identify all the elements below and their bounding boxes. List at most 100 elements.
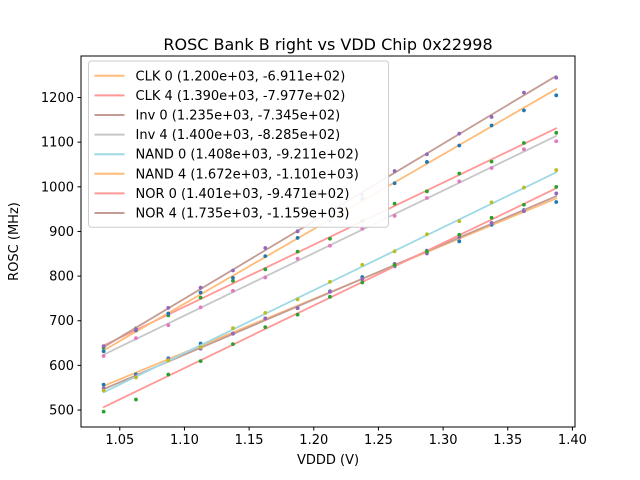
data-point-inv-4 bbox=[231, 288, 235, 293]
data-point-nor-0 bbox=[134, 397, 138, 402]
legend-text: CLK 4 (1.390e+03, -7.977e+02) bbox=[136, 89, 346, 104]
legend-item: CLK 0 (1.200e+03, -6.911e+02) bbox=[94, 69, 346, 84]
legend-item: NOR 4 (1.735e+03, -1.159e+03) bbox=[94, 207, 350, 222]
x-tick-label: 1.05 bbox=[105, 433, 134, 448]
data-point-inv-0 bbox=[263, 316, 268, 321]
data-point-inv-4 bbox=[134, 336, 138, 341]
y-tick-label: 900 bbox=[49, 225, 74, 240]
data-point-inv-4 bbox=[392, 213, 397, 218]
data-point-nor-4 bbox=[231, 268, 235, 273]
data-point-clk-4 bbox=[425, 189, 429, 194]
data-point-nand-0 bbox=[263, 310, 268, 315]
data-point-inv-0 bbox=[522, 209, 526, 214]
data-point-nor-0 bbox=[392, 263, 397, 267]
data-point-inv-0 bbox=[231, 331, 235, 336]
legend-item: NAND 0 (1.408e+03, -9.211e+02) bbox=[94, 148, 359, 163]
data-point-nor-4 bbox=[101, 344, 106, 349]
data-point-inv-4 bbox=[554, 139, 559, 144]
data-point-nor-4 bbox=[522, 90, 526, 95]
data-point-clk-4 bbox=[522, 141, 526, 145]
legend-item: CLK 4 (1.390e+03, -7.977e+02) bbox=[94, 89, 346, 104]
x-tick-label: 1.40 bbox=[558, 433, 587, 448]
legend: CLK 0 (1.200e+03, -6.911e+02) CLK 4 (1.39… bbox=[88, 60, 389, 228]
legend-text: NOR 4 (1.735e+03, -1.159e+03) bbox=[136, 207, 350, 222]
legend-item: NAND 4 (1.672e+03, -1.101e+03) bbox=[94, 167, 359, 182]
data-point-nand-0 bbox=[360, 262, 365, 267]
x-tick-label: 1.20 bbox=[299, 433, 328, 448]
x-tick-label: 1.30 bbox=[429, 433, 458, 448]
legend-item: Inv 4 (1.400e+03, -8.285e+02) bbox=[94, 128, 341, 143]
data-point-clk-4 bbox=[295, 249, 300, 254]
data-point-nand-4 bbox=[489, 123, 494, 128]
data-point-nor-4 bbox=[198, 285, 203, 290]
data-point-clk-4 bbox=[231, 278, 235, 283]
chart-title: ROSC Bank B right vs VDD Chip 0x22998 bbox=[163, 35, 492, 54]
data-point-nor-0 bbox=[522, 202, 526, 207]
data-point-nand-4 bbox=[392, 181, 397, 186]
legend-text: CLK 0 (1.200e+03, -6.911e+02) bbox=[136, 69, 346, 84]
data-point-nor-4 bbox=[263, 246, 268, 250]
data-point-clk-4 bbox=[457, 171, 462, 176]
data-point-clk-4 bbox=[489, 159, 494, 164]
x-tick-label: 1.10 bbox=[170, 433, 199, 448]
legend-text: Inv 0 (1.235e+03, -7.345e+02) bbox=[136, 109, 341, 124]
data-point-nand-4 bbox=[263, 254, 268, 259]
x-tick-label: 1.25 bbox=[364, 433, 393, 448]
data-point-nor-0 bbox=[554, 184, 559, 189]
x-tick-label: 1.35 bbox=[493, 433, 522, 448]
data-point-nor-4 bbox=[166, 305, 171, 310]
y-tick-label: 500 bbox=[49, 404, 74, 419]
data-point-nand-0 bbox=[554, 168, 559, 172]
data-point-clk-4 bbox=[198, 295, 203, 300]
data-point-inv-0 bbox=[295, 306, 300, 311]
data-point-nor-0 bbox=[295, 312, 300, 317]
data-point-nand-4 bbox=[522, 108, 526, 113]
legend-item: Inv 0 (1.235e+03, -7.345e+02) bbox=[94, 109, 341, 124]
data-point-nor-0 bbox=[198, 359, 203, 364]
data-point-nand-0 bbox=[101, 388, 106, 393]
data-point-clk-0 bbox=[457, 239, 462, 244]
data-point-clk-4 bbox=[554, 130, 559, 135]
y-tick-label: 1000 bbox=[41, 180, 74, 195]
data-point-inv-4 bbox=[425, 196, 429, 200]
data-point-nand-4 bbox=[231, 276, 235, 280]
data-point-inv-0 bbox=[554, 191, 559, 196]
data-point-clk-4 bbox=[328, 236, 332, 241]
data-point-inv-0 bbox=[328, 289, 332, 294]
data-point-nand-4 bbox=[554, 93, 559, 98]
y-tick-label: 1200 bbox=[41, 91, 74, 106]
data-point-nand-0 bbox=[425, 232, 429, 237]
data-point-clk-4 bbox=[263, 267, 268, 272]
data-point-nor-0 bbox=[263, 325, 268, 330]
data-point-nand-0 bbox=[295, 297, 300, 302]
data-point-clk-4 bbox=[392, 201, 397, 206]
data-point-inv-4 bbox=[489, 166, 494, 170]
data-point-inv-4 bbox=[101, 354, 106, 358]
data-point-nand-0 bbox=[134, 375, 138, 380]
data-point-nor-0 bbox=[489, 215, 494, 220]
data-point-inv-0 bbox=[360, 277, 365, 282]
data-point-inv-4 bbox=[522, 147, 526, 152]
data-point-nand-0 bbox=[457, 219, 462, 224]
data-point-nand-0 bbox=[166, 358, 171, 363]
x-tick-label: 1.15 bbox=[235, 433, 264, 448]
y-tick-label: 700 bbox=[49, 314, 74, 329]
data-point-nand-4 bbox=[198, 290, 203, 295]
x-axis-label: VDDD (V) bbox=[297, 453, 359, 468]
data-point-nor-4 bbox=[134, 327, 138, 332]
y-tick-label: 800 bbox=[49, 270, 74, 285]
legend-text: NAND 4 (1.672e+03, -1.101e+03) bbox=[136, 167, 359, 182]
data-point-inv-4 bbox=[328, 243, 332, 248]
data-point-nor-0 bbox=[425, 249, 429, 254]
data-point-nor-0 bbox=[360, 280, 365, 285]
data-point-inv-4 bbox=[166, 323, 171, 328]
data-point-inv-4 bbox=[360, 226, 365, 231]
data-point-inv-4 bbox=[198, 305, 203, 310]
data-point-nand-0 bbox=[392, 249, 397, 254]
data-point-nor-0 bbox=[457, 232, 462, 237]
legend-text: Inv 4 (1.400e+03, -8.285e+02) bbox=[136, 128, 341, 143]
data-point-inv-4 bbox=[263, 275, 268, 280]
y-axis-label: ROSC (MHz) bbox=[7, 202, 22, 281]
